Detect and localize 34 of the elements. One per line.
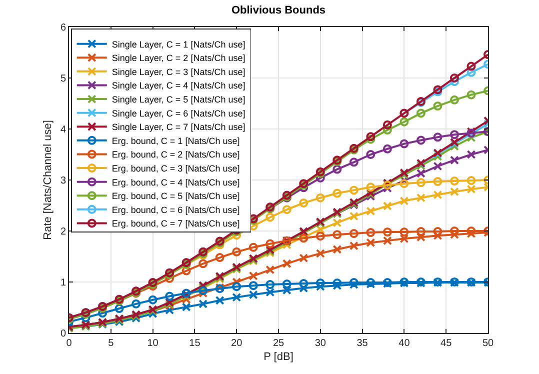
y-axis-title: Rate [Nats/Channel use] — [42, 120, 54, 240]
legend-label: Single Layer, C = 3 [Nats/Ch use] — [112, 66, 246, 77]
x-axis-title: P [dB] — [264, 351, 294, 364]
x-tick-label: 20 — [231, 338, 243, 349]
legend-label: Erg. bound, C = 2 [Nats/Ch use] — [112, 150, 240, 160]
y-tick-label: 2 — [60, 226, 66, 238]
x-tick-label: 5 — [108, 338, 114, 349]
y-tick-label: 3 — [60, 176, 66, 186]
legend-label: Single Layer, C = 1 [Nats/Ch use] — [112, 39, 246, 50]
y-tick-label: 4 — [60, 124, 66, 136]
y-tick-label: 1 — [60, 278, 66, 288]
x-tick-label: 15 — [189, 338, 201, 349]
legend-label: Erg. bound, C = 6 [Nats/Ch use] — [112, 204, 240, 215]
y-tick-label: 5 — [60, 74, 66, 84]
legend-label: Erg. bound, C = 4 [Nats/Ch use] — [112, 177, 240, 188]
x-tick-label: 25 — [272, 338, 284, 349]
x-tick-label: 50 — [482, 338, 494, 349]
legend-label: Erg. bound, C = 3 [Nats/Ch use] — [112, 164, 240, 174]
x-tick-label: 35 — [356, 338, 368, 349]
y-tick-label: 6 — [60, 22, 66, 34]
x-tick-label: 45 — [440, 338, 452, 349]
legend-label: Single Layer, C = 6 [Nats/Ch use] — [112, 108, 246, 118]
legend-label: Single Layer, C = 7 [Nats/Ch use] — [112, 122, 246, 132]
legend-label: Single Layer, C = 5 [Nats/Ch use] — [112, 94, 246, 105]
legend-label: Erg. bound, C = 7 [Nats/Ch use] — [112, 218, 240, 229]
legend-label: Single Layer, C = 4 [Nats/Ch use] — [112, 80, 246, 91]
x-tick-label: 30 — [314, 338, 326, 349]
legend-label: Erg. bound, C = 1 [Nats/Ch use] — [112, 136, 240, 146]
chart-title: Oblivious Bounds — [231, 4, 326, 16]
y-tick-label: 0 — [60, 328, 66, 340]
x-tick-label: 40 — [398, 338, 410, 349]
legend-label: Erg. bound, C = 5 [Nats/Ch use] — [112, 191, 240, 202]
x-tick-label: 10 — [147, 338, 159, 349]
legend-label: Single Layer, C = 2 [Nats/Ch use] — [112, 53, 246, 64]
